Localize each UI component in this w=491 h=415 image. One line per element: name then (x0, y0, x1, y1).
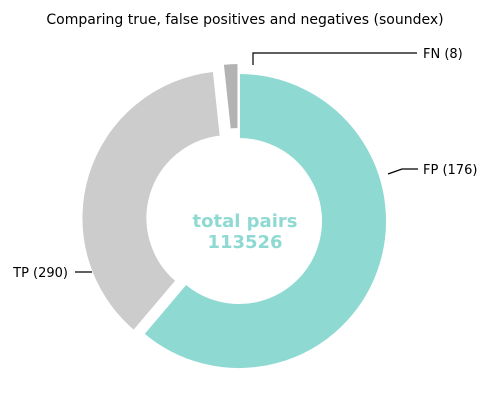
donut-slice-fn (221, 62, 240, 131)
slices-group (80, 62, 388, 370)
chart-title: Comparing true, false positives and nega… (46, 12, 443, 28)
slice-labels-group: TP (290) FP (176) FN (8) (12, 47, 477, 281)
leader-line-fp (387, 168, 418, 175)
slice-label-fp: FP (176) (423, 163, 477, 178)
center-label-title: total pairs (193, 211, 298, 232)
slice-label-fn: FN (8) (423, 47, 463, 62)
center-label-value: 113526 (207, 232, 282, 253)
leader-line-fn (252, 52, 417, 65)
leader-lines-group (75, 52, 418, 273)
donut-slice-tp (141, 71, 388, 370)
donut-slice-fp (80, 69, 222, 333)
slice-label-tp: TP (290) (12, 266, 68, 281)
